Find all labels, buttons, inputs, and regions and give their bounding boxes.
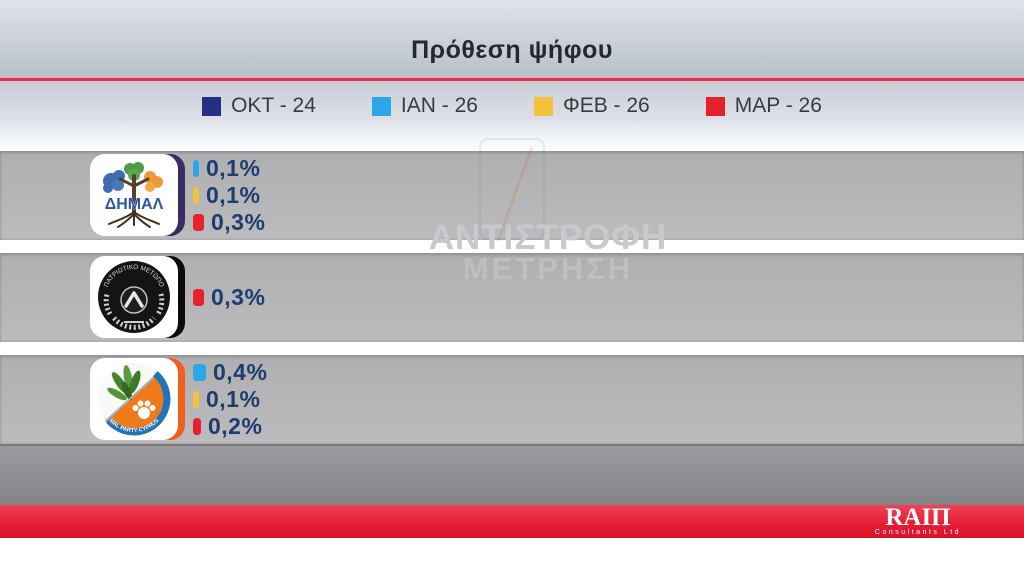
- value-label: 0,3%: [211, 284, 266, 310]
- mini-bar: [193, 391, 199, 408]
- legend-swatch-icon: [705, 96, 725, 116]
- dimal-logo-text: ΔΗΜΑΛ: [105, 196, 164, 213]
- mini-bar: [193, 289, 204, 306]
- footer-gray-band: [0, 444, 1024, 505]
- value-label: 0,3%: [211, 209, 266, 235]
- cannabis-leaves: [107, 365, 141, 401]
- value-line: 0,2%: [193, 413, 267, 439]
- chevron-icon: [124, 291, 144, 308]
- value-line: 0,1%: [193, 386, 267, 412]
- tree-trunk: [118, 174, 150, 214]
- dimal-logo-card: ΔΗΜΑΛ: [90, 154, 178, 236]
- blue-ring-band: [106, 371, 171, 436]
- value-label: 0,4%: [213, 359, 268, 385]
- diagonal-split-line: [98, 367, 165, 429]
- patriotiko-metopo-values: 0,3%: [193, 253, 265, 342]
- legend-item-mar26: ΜΑΡ - 26: [705, 94, 822, 118]
- value-label: 0,1%: [206, 386, 261, 412]
- tree-foliage: [103, 162, 163, 193]
- dimal-tree-logo-icon: ΔΗΜΑΛ: [103, 162, 164, 228]
- legend-label: ΜΑΡ - 26: [734, 94, 822, 117]
- animal-party-logo-icon: MAL PARTY CYPRUS: [98, 363, 171, 436]
- legend-label: ΟΚΤ - 24: [231, 94, 316, 117]
- party-row-animal-party: MAL PARTY CYPRUS 0,4% 0,1% 0,2%: [0, 355, 1024, 444]
- rai-subtitle-text: Consultants Ltd: [874, 529, 962, 536]
- dimal-values: 0,1% 0,1% 0,3%: [193, 151, 265, 240]
- value-line: 0,1%: [193, 155, 265, 181]
- party-row-patriotiko-metopo: ΠΑΤΡΙΩΤΙΚΟ ΜΕΤΩΠΟ 0,3%: [0, 253, 1024, 342]
- rai-brand-text: RAIΠ: [885, 504, 951, 531]
- legend-band: ΟΚΤ - 24 ΙΑΝ - 26 ΦΕΒ - 26 ΜΑΡ - 26: [0, 81, 1024, 151]
- animal-party-values: 0,4% 0,1% 0,2%: [193, 355, 267, 444]
- legend-label: ΦΕΒ - 26: [562, 94, 650, 117]
- mini-bar: [193, 187, 199, 204]
- chart-legend: ΟΚΤ - 24 ΙΑΝ - 26 ΦΕΒ - 26 ΜΑΡ - 26: [0, 94, 1024, 118]
- animal-party-logo-card: MAL PARTY CYPRUS: [90, 358, 178, 440]
- value-line: 0,4%: [193, 359, 268, 385]
- value-label: 0,1%: [206, 155, 261, 181]
- footer-red-bar: RAIΠ Consultants Ltd: [0, 505, 1024, 538]
- legend-swatch-icon: [533, 96, 553, 116]
- mini-bar: [193, 364, 206, 381]
- legend-item-okt24: ΟΚΤ - 24: [202, 94, 316, 118]
- header-band: Πρόθεση ψήφου: [0, 0, 1024, 79]
- title-divider: [0, 78, 1024, 81]
- legend-swatch-icon: [371, 96, 391, 116]
- page-title: Πρόθεση ψήφου: [411, 36, 613, 64]
- value-label: 0,1%: [206, 182, 261, 208]
- patriotiko-metopo-logo-card: ΠΑΤΡΙΩΤΙΚΟ ΜΕΤΩΠΟ: [90, 256, 178, 338]
- rai-consultants-logo: RAIΠ Consultants Ltd: [868, 504, 968, 536]
- mini-bar: [193, 418, 201, 435]
- seal-center-circle: [120, 286, 148, 314]
- laurel-wreath: [103, 293, 165, 330]
- legend-item-feb26: ΦΕΒ - 26: [533, 94, 650, 118]
- value-line: 0,1%: [193, 182, 265, 208]
- legend-item-ian26: ΙΑΝ - 26: [371, 94, 478, 118]
- patriotiko-metopo-seal-icon: ΠΑΤΡΙΩΤΙΚΟ ΜΕΤΩΠΟ: [98, 261, 170, 333]
- mini-bar: [193, 214, 204, 231]
- tree-roots: [108, 211, 160, 228]
- footer-white-strip: [0, 538, 1024, 576]
- mini-bar: [193, 160, 199, 177]
- legend-label: ΙΑΝ - 26: [400, 94, 478, 117]
- value-line: 0,3%: [193, 209, 266, 235]
- party-row-dimal: ΔΗΜΑΛ 0,1% 0,1% 0,3%: [0, 151, 1024, 240]
- value-label: 0,2%: [208, 413, 263, 439]
- paw-icon: [132, 400, 156, 419]
- value-line: 0,3%: [193, 284, 266, 310]
- legend-swatch-icon: [202, 96, 222, 116]
